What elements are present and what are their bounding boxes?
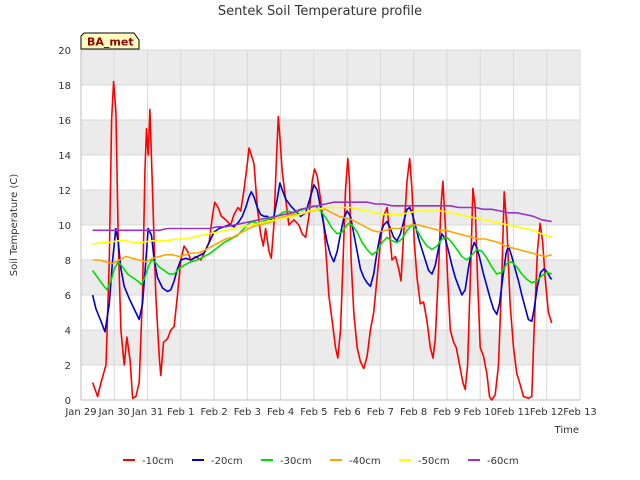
y-tick-label: 12 — [58, 186, 71, 197]
series-line-minus-10cm — [91, 80, 553, 401]
x-tick-label: Feb 8 — [400, 407, 427, 418]
y-tick-label: 16 — [58, 116, 71, 127]
x-tick-label: Jan 29 — [64, 407, 96, 418]
x-tick-label: Feb 5 — [300, 407, 327, 418]
x-tick-label: Feb 2 — [200, 407, 227, 418]
x-tick-label: Feb 7 — [367, 407, 394, 418]
y-tick-label: 0 — [65, 396, 71, 407]
series-line-minus-30cm — [91, 205, 552, 291]
y-tick-label: 4 — [65, 326, 71, 337]
x-axis-ticks: Jan 29 Jan 30 Jan 31 Feb 1 Feb 2 Feb 3 Feb 4 Fe… — [64, 407, 596, 418]
legend-item: -60cm — [468, 456, 519, 467]
plot-band — [81, 50, 580, 85]
y-tick-label: 8 — [65, 256, 71, 267]
x-tick-label: Feb 4 — [267, 407, 294, 418]
plot-band — [81, 330, 580, 365]
y-axis-ticks: 0 2 4 6 8 10 12 14 16 18 20 — [58, 46, 71, 407]
y-tick-label: 18 — [58, 81, 71, 92]
series-line-minus-50cm — [92, 206, 552, 246]
x-tick-label: Feb 10 — [463, 407, 497, 418]
legend-label: -40cm — [349, 456, 381, 467]
legend-item: -50cm — [399, 456, 450, 467]
x-tick-label: Feb 3 — [234, 407, 261, 418]
y-tick-label: 10 — [58, 221, 71, 232]
chart-title: Sentek Soil Temperature profile — [218, 4, 422, 19]
series-line-minus-40cm — [92, 208, 552, 265]
x-tick-label: Jan 31 — [131, 407, 163, 418]
series-line-minus-60cm — [92, 201, 552, 232]
legend-item: -10cm — [123, 456, 174, 467]
station-badge-label: BA_met — [87, 36, 134, 49]
station-badge-box — [80, 32, 140, 50]
y-tick-label: 14 — [58, 151, 71, 162]
x-tick-label: Jan 30 — [98, 407, 130, 418]
y-tick-label: 2 — [65, 361, 71, 372]
x-tick-label: Feb 1 — [167, 407, 194, 418]
x-tick-label: Feb 11 — [497, 407, 531, 418]
y-tick-label: 20 — [58, 46, 71, 57]
legend-label: -60cm — [487, 456, 519, 467]
series-layer — [91, 80, 553, 401]
legend-label: -10cm — [142, 456, 174, 467]
x-tick-label: Feb 12 — [530, 407, 564, 418]
station-badge: BA_met — [80, 32, 140, 50]
gridlines — [80, 49, 581, 401]
x-tick-label: Feb 6 — [334, 407, 361, 418]
x-tick-label: Feb 9 — [433, 407, 460, 418]
legend-label: -30cm — [280, 456, 312, 467]
y-tick-label: 6 — [65, 291, 71, 302]
legend-label: -20cm — [211, 456, 243, 467]
legend-item: -30cm — [261, 456, 312, 467]
plot-band — [81, 120, 580, 155]
legend-label: -50cm — [418, 456, 450, 467]
legend-item: -20cm — [192, 456, 243, 467]
y-axis-label: Soil Temperature (C) — [9, 174, 20, 277]
legend-item: -40cm — [330, 456, 381, 467]
x-tick-label: Feb 13 — [563, 407, 597, 418]
legend: -10cm -20cm -30cm -40cm -50cm -60cm — [123, 456, 519, 467]
x-axis-label: Time — [554, 425, 579, 436]
